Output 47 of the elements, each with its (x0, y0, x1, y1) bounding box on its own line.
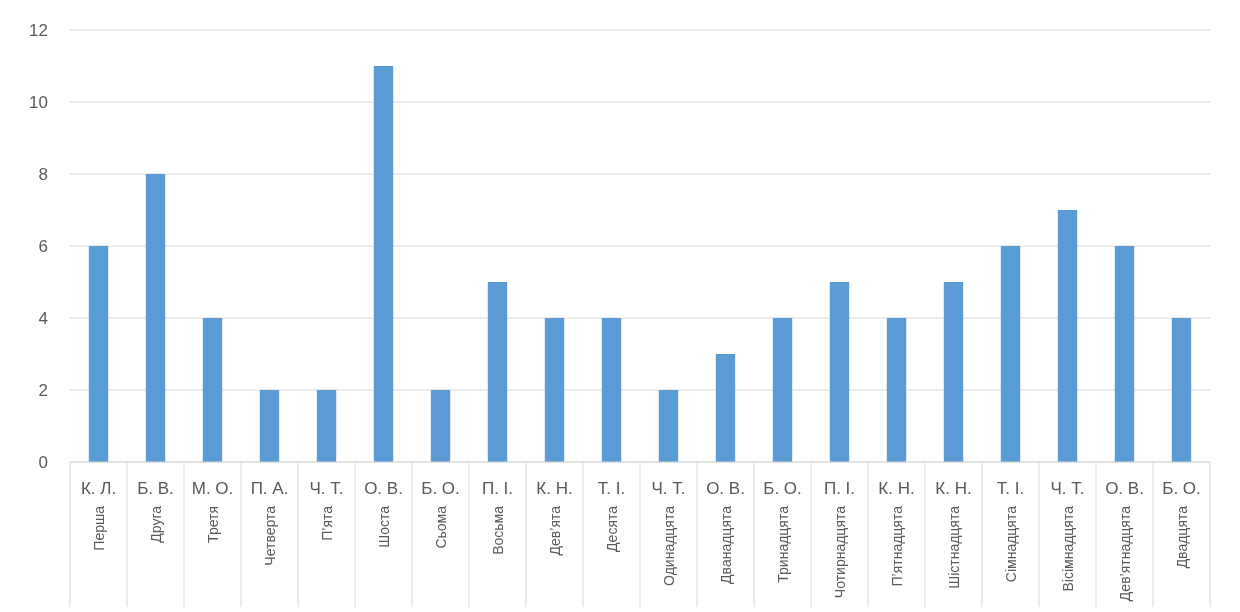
x-tick-label: Б. О. Тринадцята (763, 479, 802, 583)
bar (373, 66, 394, 462)
y-tick-label: 12 (29, 20, 48, 40)
bar (1057, 210, 1078, 462)
bar (1000, 246, 1021, 462)
x-tick-label: О. В. Дванадцята (706, 479, 745, 584)
bar (829, 282, 850, 462)
bar (886, 318, 907, 462)
bar (88, 246, 109, 462)
x-tick-label: Т. І. Сімнадцята (996, 479, 1025, 583)
y-tick-label: 2 (38, 380, 48, 400)
bar (943, 282, 964, 462)
bar (1114, 246, 1135, 462)
bar (601, 318, 622, 462)
bar (430, 390, 451, 462)
bar (316, 390, 337, 462)
y-tick-label: 0 (38, 452, 48, 472)
x-tick-label: П. І. Восьма (481, 479, 514, 555)
x-tick-label: Б. О. Двадцята (1162, 479, 1201, 569)
x-tick-label: М. О. Третя (191, 479, 234, 543)
bar (145, 174, 166, 462)
bar (259, 390, 280, 462)
bar (1171, 318, 1192, 462)
bar (202, 318, 223, 462)
x-tick-label: К. Н. Дев’ята (536, 479, 573, 556)
bar (544, 318, 565, 462)
x-tick-label: Ч. Т. Одинадцята (651, 479, 686, 586)
x-tick-label: О. В. Дев’ятнадцята (1105, 479, 1144, 602)
x-tick-label: Ч. Т. П’ята (309, 479, 344, 541)
y-tick-label: 10 (29, 92, 48, 112)
x-tick-label: О. В. Шоста (364, 479, 403, 548)
x-tick-label: Б. В. Друга (137, 479, 174, 543)
x-tick-label: К. Н. Шістнадцята (935, 479, 972, 589)
x-tick-label: Ч. Т. Вісімнадцята (1050, 479, 1085, 592)
y-tick-label: 4 (38, 308, 48, 328)
x-tick-label: П. І. Чотирнадцята (823, 479, 856, 599)
y-tick-label: 6 (38, 236, 48, 256)
x-tick-label: К. Л. Перша (80, 479, 117, 551)
x-tick-label: Б. О. Сьома (421, 479, 460, 549)
bar (715, 354, 736, 462)
x-tick-label: Т. І. Десята (597, 479, 626, 552)
y-tick-label: 8 (38, 164, 48, 184)
x-tick-label: К. Н. П’ятнадцята (878, 479, 915, 587)
x-tick-label: П. А. Четверта (250, 479, 289, 566)
bar (487, 282, 508, 462)
bar (772, 318, 793, 462)
bar (658, 390, 679, 462)
